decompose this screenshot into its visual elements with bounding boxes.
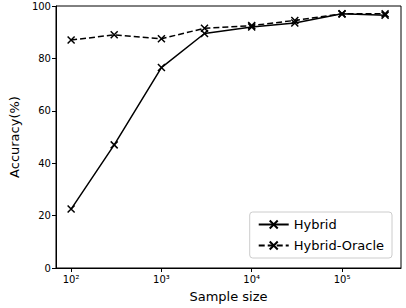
- svg-text:Accuracy(%): Accuracy(%): [7, 96, 22, 178]
- svg-text:Sample size: Sample size: [189, 289, 267, 304]
- svg-text:10³: 10³: [153, 274, 170, 285]
- svg-text:100: 100: [32, 1, 51, 12]
- svg-text:Hybrid: Hybrid: [294, 217, 337, 232]
- svg-text:80: 80: [38, 53, 51, 64]
- svg-text:40: 40: [38, 158, 51, 169]
- svg-text:60: 60: [38, 105, 51, 116]
- svg-text:10⁴: 10⁴: [243, 274, 260, 285]
- svg-text:20: 20: [38, 210, 51, 221]
- svg-text:Hybrid-Oracle: Hybrid-Oracle: [294, 238, 384, 253]
- svg-text:10²: 10²: [63, 274, 80, 285]
- svg-text:10⁵: 10⁵: [334, 274, 351, 285]
- svg-text:0: 0: [45, 263, 51, 274]
